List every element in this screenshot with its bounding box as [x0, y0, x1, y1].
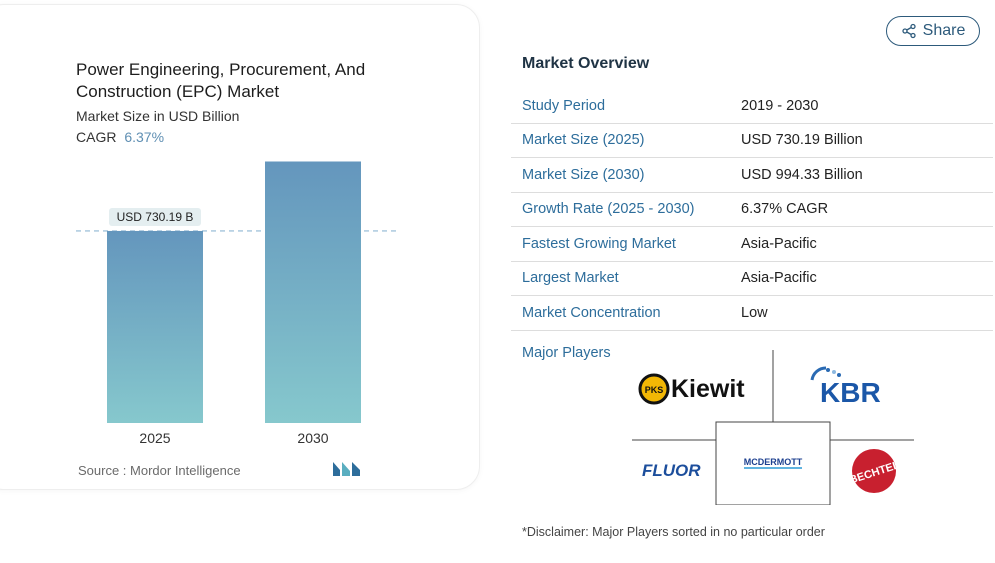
- table-row: Study Period 2019 - 2030: [511, 89, 993, 124]
- row-value: USD 730.19 Billion: [741, 132, 863, 149]
- kbr-wordmark: KBR: [820, 377, 881, 408]
- fluor-logo: FLUOR: [642, 461, 701, 480]
- cagr-label: CAGR: [76, 129, 117, 145]
- row-value: USD 994.33 Billion: [741, 166, 863, 183]
- kiewit-logo: PKS Kiewit: [638, 373, 745, 405]
- x-tick-label: 2030: [297, 430, 328, 446]
- market-overview-title: Market Overview: [522, 55, 650, 72]
- row-label: Study Period: [522, 97, 606, 114]
- bar-2030: [265, 161, 361, 423]
- cagr-value: 6.37%: [124, 129, 165, 145]
- row-value: Asia-Pacific: [741, 270, 817, 287]
- table-row: Largest Market Asia-Pacific: [511, 262, 993, 296]
- data-label: USD 730.19 B: [117, 210, 194, 224]
- table-row: Growth Rate (2025 - 2030) 6.37% CAGR: [511, 193, 993, 227]
- kiewit-wordmark: Kiewit: [671, 375, 745, 403]
- cagr-row: CAGR 6.37%: [76, 129, 164, 145]
- source-text: Source : Mordor Intelligence: [78, 463, 241, 478]
- chart-title: Power Engineering, Procurement, And Cons…: [76, 60, 366, 101]
- major-players-label: Major Players: [522, 345, 611, 361]
- bar-chart: USD 730.19 B2025USD 994.33 B2030: [76, 161, 396, 446]
- row-value: 2019 - 2030: [741, 97, 819, 114]
- row-value: Low: [741, 304, 768, 321]
- kiewit-emblem-icon: [638, 373, 670, 405]
- row-value: 6.37% CAGR: [741, 201, 829, 218]
- table-row: Market Concentration Low: [511, 296, 993, 331]
- x-tick-label: 2025: [139, 430, 170, 446]
- disclaimer: *Disclaimer: Major Players sorted in no …: [522, 525, 825, 539]
- kbr-swoosh-icon: [810, 366, 827, 381]
- row-label: Growth Rate (2025 - 2030): [522, 201, 695, 218]
- table-row: Fastest Growing Market Asia-Pacific: [511, 227, 993, 262]
- kbr-logo: KBR: [810, 366, 881, 408]
- market-chart-card: [0, 4, 480, 490]
- bechtel-disc-icon: [852, 449, 896, 493]
- row-label: Market Size (2025): [522, 132, 645, 149]
- chart-subtitle: Market Size in USD Billion: [76, 108, 240, 124]
- share-icon: [901, 23, 916, 39]
- bar-2025: [107, 230, 203, 423]
- mordor-logo-icon: [333, 462, 360, 476]
- row-label: Largest Market: [522, 270, 619, 287]
- row-label: Market Concentration: [522, 304, 661, 321]
- row-label: Market Size (2030): [522, 166, 645, 183]
- svg-text:PKS: PKS: [645, 385, 664, 395]
- row-label: Fastest Growing Market: [522, 235, 676, 252]
- bechtel-logo: BECHTEL: [848, 449, 901, 493]
- share-button[interactable]: Share: [886, 16, 980, 46]
- data-label-bg: [109, 207, 201, 226]
- mcdermott-logo: MCDERMOTT: [744, 457, 803, 467]
- row-value: Asia-Pacific: [741, 235, 817, 252]
- table-row: Market Size (2030) USD 994.33 Billion: [511, 158, 993, 193]
- share-label: Share: [922, 22, 966, 39]
- table-row: Market Size (2025) USD 730.19 Billion: [511, 124, 993, 158]
- overview-table: Study Period 2019 - 2030 Market Size (20…: [511, 89, 993, 331]
- major-players-grid: PKS Kiewit KBR FLUOR MCDERMOTT BECHTEL: [632, 350, 914, 505]
